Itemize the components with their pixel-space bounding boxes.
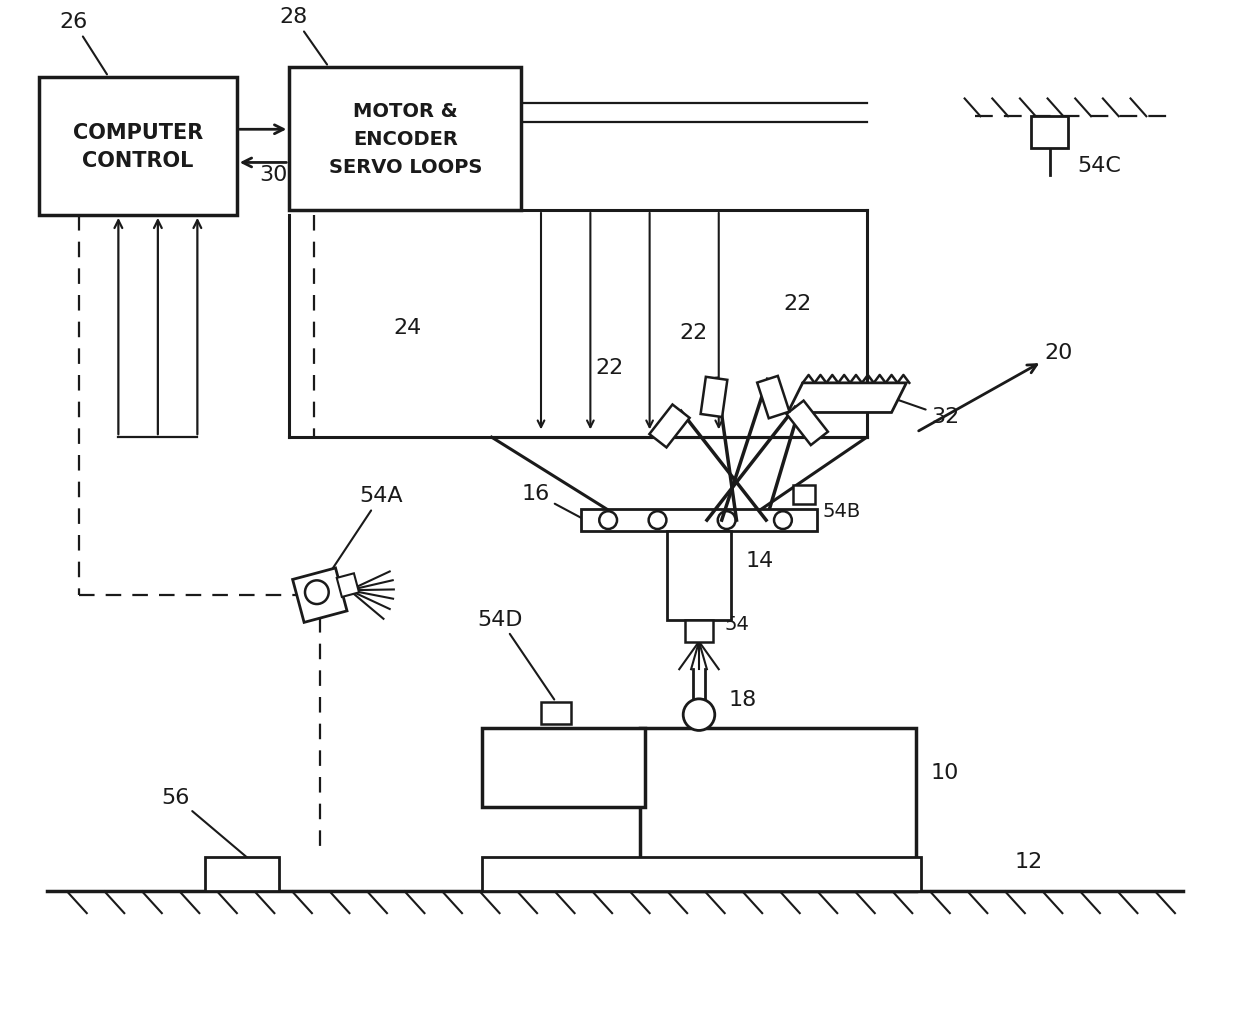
Polygon shape	[758, 376, 790, 419]
Polygon shape	[786, 401, 828, 445]
Bar	[206, 857, 279, 892]
Bar	[541, 702, 570, 723]
Circle shape	[683, 699, 714, 731]
Text: 20: 20	[919, 342, 1073, 431]
Bar	[640, 729, 916, 892]
Text: 54D: 54D	[477, 609, 554, 700]
Bar	[686, 621, 713, 642]
Text: 56: 56	[161, 787, 250, 860]
Circle shape	[649, 512, 666, 530]
Bar	[580, 510, 817, 532]
Text: 54C: 54C	[1078, 155, 1121, 175]
Bar	[482, 729, 645, 808]
Text: 54A: 54A	[331, 486, 403, 571]
Text: 32: 32	[894, 399, 960, 427]
Text: 18: 18	[729, 689, 756, 709]
Bar	[289, 68, 521, 211]
Text: 14: 14	[745, 550, 774, 570]
Bar	[482, 857, 921, 892]
Text: ENCODER: ENCODER	[353, 129, 458, 149]
Text: 54B: 54B	[822, 501, 861, 521]
Bar	[40, 77, 237, 216]
Polygon shape	[293, 569, 347, 623]
Text: 10: 10	[931, 762, 960, 782]
Text: SERVO LOOPS: SERVO LOOPS	[329, 158, 482, 176]
Text: 22: 22	[680, 323, 708, 343]
Text: 26: 26	[60, 12, 107, 75]
Text: 12: 12	[1016, 851, 1043, 871]
Polygon shape	[337, 574, 360, 597]
Text: 30: 30	[259, 165, 288, 185]
Circle shape	[599, 512, 618, 530]
Bar	[667, 532, 730, 621]
Text: COMPUTER: COMPUTER	[73, 123, 203, 143]
Polygon shape	[701, 377, 728, 418]
Bar	[792, 485, 815, 504]
Text: 28: 28	[279, 7, 327, 65]
Text: 54: 54	[724, 614, 749, 633]
Circle shape	[774, 512, 792, 530]
Text: 22: 22	[595, 358, 624, 378]
Text: 24: 24	[393, 318, 422, 338]
Polygon shape	[787, 383, 906, 413]
Text: MOTOR &: MOTOR &	[353, 102, 458, 121]
Text: CONTROL: CONTROL	[82, 151, 193, 170]
Text: 16: 16	[521, 484, 583, 520]
Bar	[1030, 117, 1069, 149]
Text: 22: 22	[782, 293, 811, 314]
Polygon shape	[650, 406, 689, 448]
Circle shape	[718, 512, 735, 530]
Circle shape	[305, 581, 329, 604]
